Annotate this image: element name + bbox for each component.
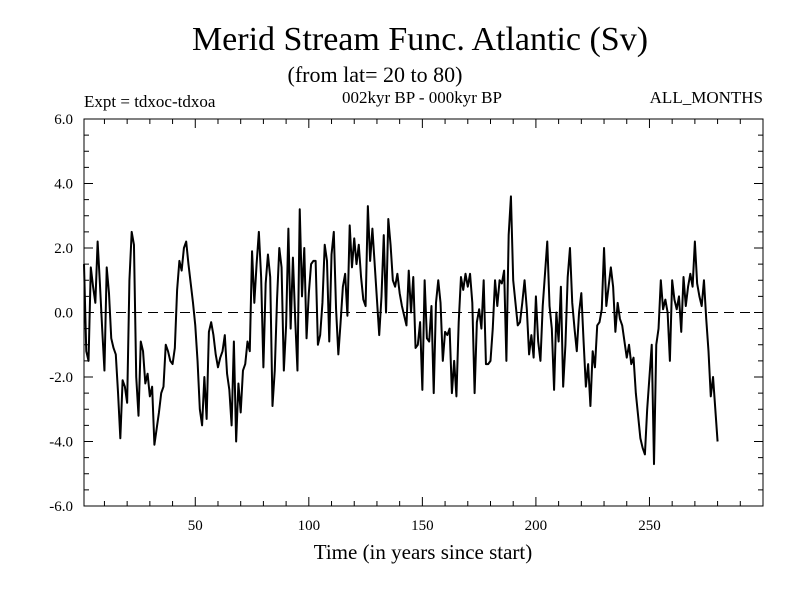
- chart-subtitle: (from lat= 20 to 80): [288, 62, 463, 87]
- experiment-label: Expt = tdxoc-tdxoa: [84, 92, 216, 111]
- x-tick-label: 150: [411, 518, 434, 534]
- x-tick-label: 200: [525, 518, 548, 534]
- x-axis: 50 100 150 200 250: [103, 119, 741, 534]
- x-tick-label: 100: [298, 518, 321, 534]
- period-label: 002kyr BP - 000kyr BP: [342, 88, 502, 107]
- x-axis-title: Time (in years since start): [314, 540, 533, 564]
- y-tick-label: 4.0: [54, 177, 73, 193]
- y-tick-label: -2.0: [49, 370, 73, 386]
- months-label: ALL_MONTHS: [650, 88, 763, 107]
- y-tick-label: 6.0: [54, 112, 73, 128]
- y-tick-label: -6.0: [49, 499, 73, 515]
- x-tick-label: 250: [638, 518, 661, 534]
- x-tick-label: 50: [188, 518, 203, 534]
- series-line: [83, 195, 719, 466]
- y-tick-label: 2.0: [54, 241, 73, 257]
- y-tick-label: -4.0: [49, 435, 73, 451]
- chart-title: Merid Stream Func. Atlantic (Sv): [192, 21, 648, 58]
- y-tick-label: 0.0: [54, 306, 73, 322]
